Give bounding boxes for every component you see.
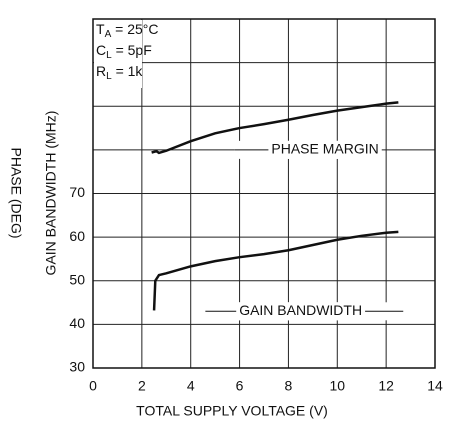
x-tick-label: 8 — [285, 378, 293, 394]
x-tick-label: 0 — [89, 378, 97, 394]
y-tick-label: 40 — [69, 315, 85, 331]
x-tick-label: 6 — [236, 378, 244, 394]
series-label: GAIN BANDWIDTH — [239, 302, 362, 318]
data-line — [152, 230, 399, 311]
x-tick-label: 10 — [329, 378, 345, 394]
x-tick-label: 2 — [138, 378, 146, 394]
y-tick-label: 30 — [69, 359, 85, 375]
y-tick-label: 60 — [69, 228, 85, 244]
y-tick-label: 50 — [69, 271, 85, 287]
series-label-bg — [236, 302, 366, 321]
condition: RL = 1k — [96, 63, 143, 82]
condition: CL = 5pF — [96, 42, 152, 61]
x-tick-label: 12 — [378, 378, 394, 394]
y-axis-label: GAIN BANDWIDTH (MHz) — [43, 111, 59, 276]
x-tick-label: 14 — [427, 378, 443, 394]
series-label-bg — [268, 140, 382, 159]
condition-symbol: R — [96, 63, 106, 79]
condition-sub: L — [106, 71, 112, 82]
condition: TA = 25°C — [96, 21, 158, 40]
series-label: PHASE MARGIN — [271, 141, 378, 157]
condition-sub: A — [105, 29, 112, 40]
condition-rest: = 1k — [112, 63, 144, 79]
condition-symbol: T — [96, 21, 105, 37]
x-axis-label: TOTAL SUPPLY VOLTAGE (V) — [136, 403, 328, 419]
x-tick-label: 4 — [187, 378, 195, 394]
condition-sub: L — [106, 50, 112, 61]
condition-rest: = 25°C — [111, 21, 158, 37]
condition-rest: = 5pF — [112, 42, 152, 58]
y2-axis-label: PHASE (DEG) — [8, 147, 24, 238]
conditions-box — [94, 20, 142, 88]
plot-frame — [92, 18, 436, 369]
data-line — [151, 101, 399, 155]
y-tick-label: 70 — [69, 184, 85, 200]
condition-symbol: C — [96, 42, 106, 58]
